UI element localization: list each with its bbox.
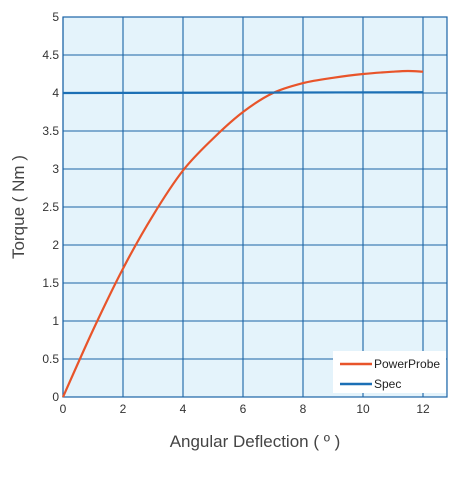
x-tick-label: 6	[240, 402, 247, 416]
y-tick-label: 5	[52, 10, 59, 24]
x-tick-label: 2	[120, 402, 127, 416]
x-tick-label: 12	[416, 402, 430, 416]
series-lines	[61, 69, 424, 398]
x-tick-label: 0	[60, 402, 67, 416]
y-tick-label: 3.5	[42, 124, 59, 138]
y-tick-label: 3	[52, 162, 59, 176]
legend-label-powerprobe: PowerProbe	[374, 357, 440, 371]
x-tick-label: 4	[180, 402, 187, 416]
legend-label-spec: Spec	[374, 377, 401, 391]
y-tick-label: 0.5	[42, 352, 59, 366]
plot-border	[62, 16, 448, 398]
x-tick-label: 10	[356, 402, 370, 416]
y-tick-labels: 0 0.5 1 1.5 2 2.5 3 3.5 4 4.5 5	[42, 10, 59, 404]
y-tick-label: 1.5	[42, 276, 59, 290]
series-line-powerprobe	[61, 69, 424, 398]
y-tick-label: 1	[52, 314, 59, 328]
grid-lines	[62, 16, 448, 398]
legend: PowerProbe Spec	[333, 351, 446, 393]
x-tick-label: 8	[300, 402, 307, 416]
y-tick-label: 0	[52, 390, 59, 404]
x-tick-labels: 0 2 4 6 8 10 12	[60, 402, 430, 416]
series-line-spec	[62, 91, 424, 95]
y-tick-label: 4	[52, 86, 59, 100]
legend-box	[333, 351, 446, 393]
y-tick-label: 4.5	[42, 48, 59, 62]
x-axis-title: Angular Deflection ( º )	[170, 432, 341, 451]
y-axis-title: Torque ( Nm )	[9, 155, 28, 259]
y-tick-label: 2.5	[42, 200, 59, 214]
y-tick-label: 2	[52, 238, 59, 252]
